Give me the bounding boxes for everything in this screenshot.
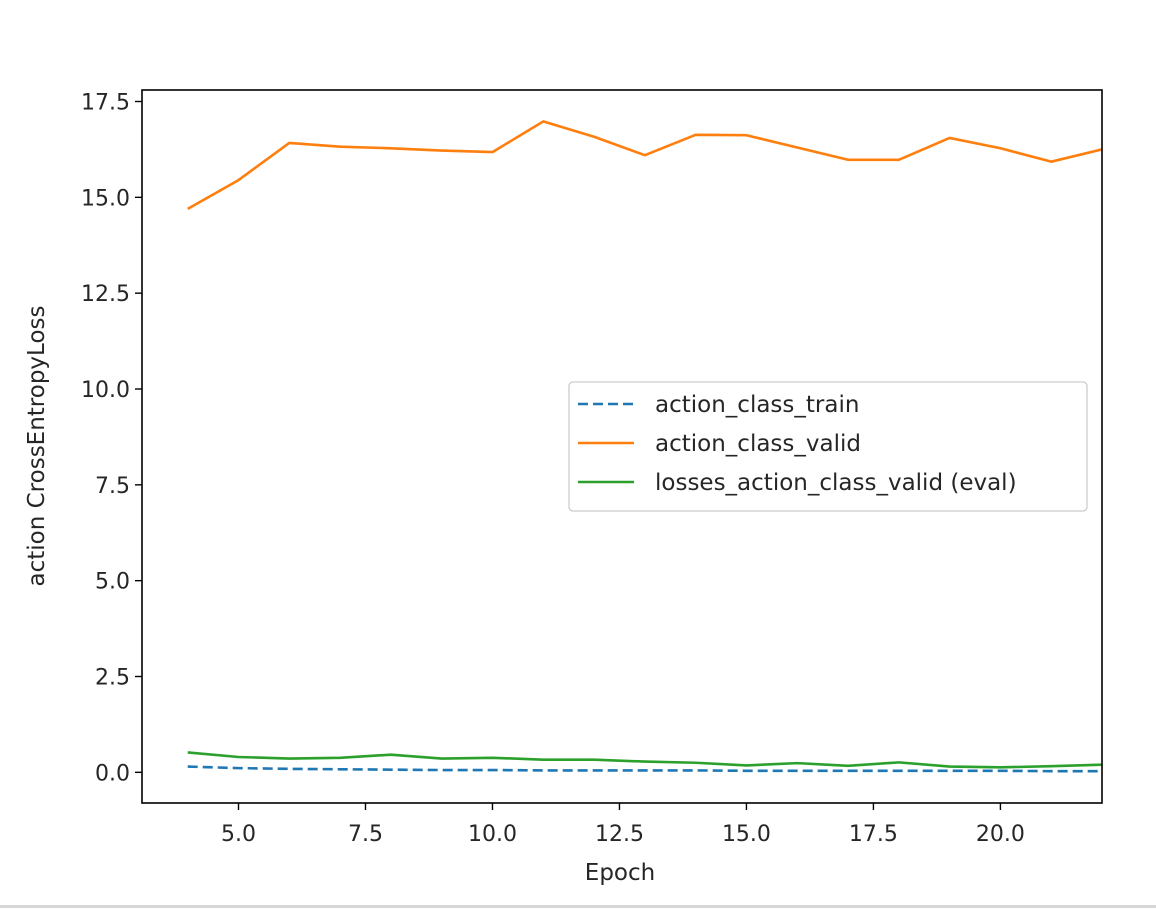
x-tick-label: 15.0 xyxy=(722,822,771,847)
y-axis-label: action CrossEntropyLoss xyxy=(24,306,50,587)
series-line-action-class-train xyxy=(187,765,1102,773)
x-tick-label: 7.5 xyxy=(348,822,383,847)
x-tick-label: 12.5 xyxy=(595,822,644,847)
y-axis: 0.0 2.5 5.0 7.5 10.0 12.5 15.0 17.5 xyxy=(81,91,142,786)
y-tick-label: 12.5 xyxy=(81,282,130,307)
x-tick-label: 17.5 xyxy=(849,822,898,847)
series-line-action-class-valid xyxy=(187,120,1102,210)
y-tick-label: 10.0 xyxy=(81,378,130,403)
legend-label: action_class_train xyxy=(655,392,859,418)
plot-frame xyxy=(141,89,1103,804)
bottom-divider xyxy=(0,905,1156,908)
y-tick-label: 17.5 xyxy=(81,91,130,116)
y-tick-label: 0.0 xyxy=(95,761,130,786)
y-tick-label: 2.5 xyxy=(95,666,130,691)
y-tick-label: 7.5 xyxy=(95,474,130,499)
legend-box xyxy=(568,381,1088,512)
x-tick-label: 5.0 xyxy=(221,822,256,847)
y-tick-label: 15.0 xyxy=(81,186,130,211)
series-line-losses-action-class-valid-eval- xyxy=(187,751,1102,769)
x-tick-label: 10.0 xyxy=(468,822,517,847)
x-tick-label: 20.0 xyxy=(976,822,1025,847)
x-axis-label: Epoch xyxy=(585,860,655,886)
y-tick-label: 5.0 xyxy=(95,570,130,595)
series-layer xyxy=(187,120,1102,773)
legend-label: losses_action_class_valid (eval) xyxy=(655,470,1017,496)
x-axis: 5.0 7.5 10.0 12.5 15.0 17.5 20.0 xyxy=(221,803,1025,847)
legend: action_class_train action_class_validloss… xyxy=(568,381,1088,512)
legend-label: action_class_valid xyxy=(655,431,861,457)
